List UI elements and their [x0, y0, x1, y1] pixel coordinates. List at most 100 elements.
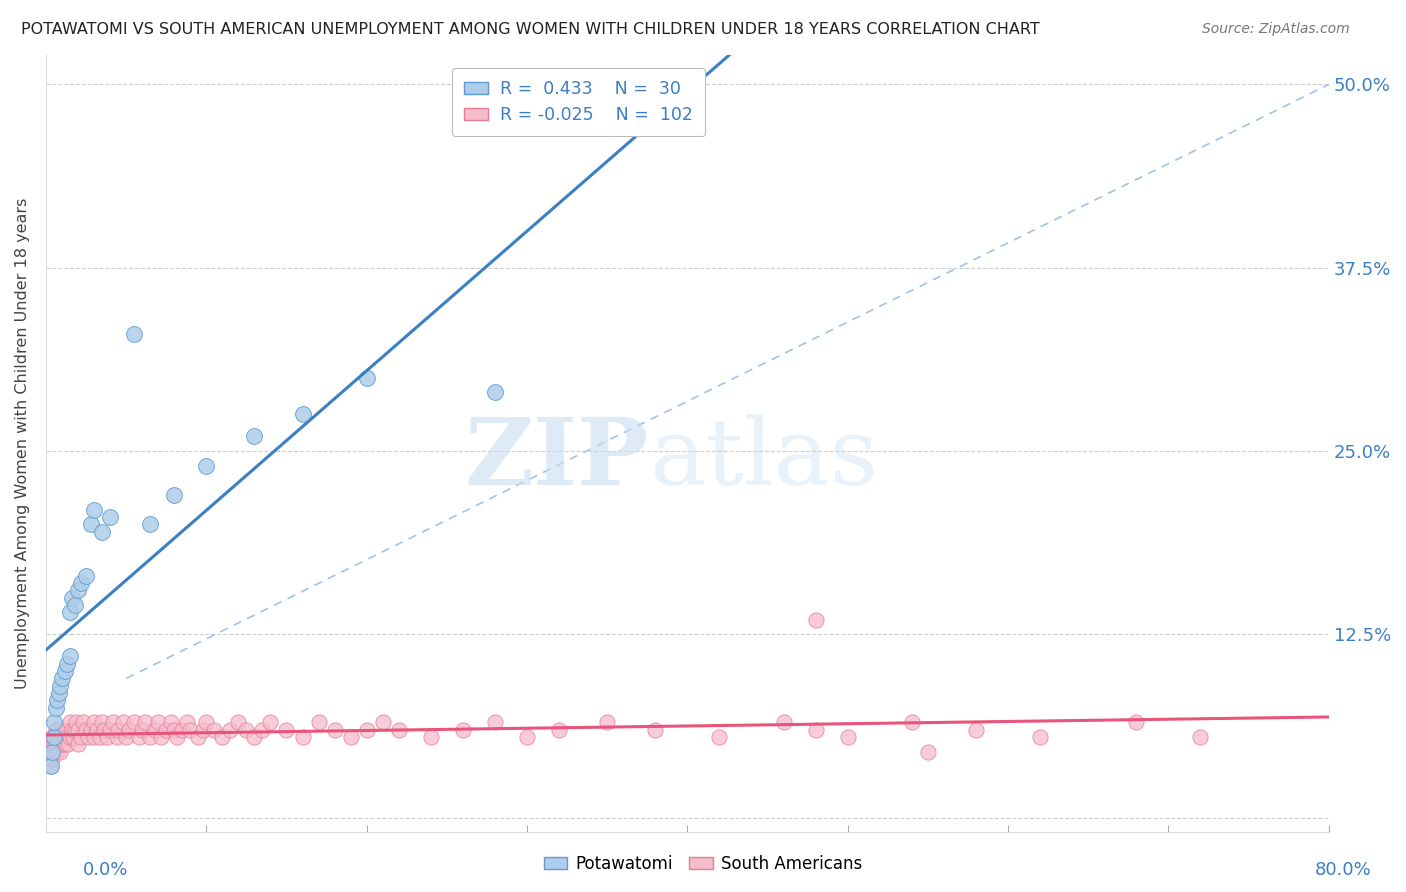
Point	[837, 730, 859, 744]
Point	[148, 715, 170, 730]
Point	[516, 730, 538, 744]
Point	[59, 606, 82, 620]
Point	[42, 730, 65, 744]
Text: 80.0%: 80.0%	[1315, 861, 1371, 879]
Point	[901, 715, 924, 730]
Point	[323, 723, 346, 737]
Point	[80, 517, 103, 532]
Point	[80, 723, 103, 737]
Text: ZIP: ZIP	[464, 414, 650, 504]
Point	[143, 723, 166, 737]
Point	[276, 723, 298, 737]
Point	[46, 693, 69, 707]
Point	[56, 730, 79, 744]
Point	[1029, 730, 1052, 744]
Point	[67, 723, 90, 737]
Point	[49, 745, 72, 759]
Point	[118, 723, 141, 737]
Point	[131, 723, 153, 737]
Point	[709, 730, 731, 744]
Point	[176, 715, 198, 730]
Point	[107, 723, 129, 737]
Point	[243, 730, 266, 744]
Point	[42, 738, 65, 752]
Point	[172, 723, 194, 737]
Point	[187, 730, 209, 744]
Text: atlas: atlas	[650, 414, 879, 504]
Point	[419, 730, 441, 744]
Point	[202, 723, 225, 737]
Point	[965, 723, 987, 737]
Point	[596, 715, 619, 730]
Text: 0.0%: 0.0%	[83, 861, 128, 879]
Point	[48, 723, 70, 737]
Point	[122, 715, 145, 730]
Point	[804, 613, 827, 627]
Point	[63, 723, 86, 737]
Point	[53, 664, 76, 678]
Point	[772, 715, 794, 730]
Point	[228, 715, 250, 730]
Point	[83, 502, 105, 516]
Point	[65, 715, 87, 730]
Legend: R =  0.433    N =  30, R = -0.025    N =  102: R = 0.433 N = 30, R = -0.025 N = 102	[451, 68, 706, 136]
Point	[53, 723, 76, 737]
Point	[72, 715, 94, 730]
Point	[86, 723, 108, 737]
Point	[62, 730, 84, 744]
Point	[83, 715, 105, 730]
Point	[195, 458, 218, 473]
Point	[139, 517, 162, 532]
Point	[45, 700, 67, 714]
Point	[38, 745, 60, 759]
Point	[111, 715, 134, 730]
Point	[339, 730, 361, 744]
Point	[39, 759, 62, 773]
Point	[308, 715, 330, 730]
Point	[67, 583, 90, 598]
Point	[75, 723, 97, 737]
Point	[56, 657, 79, 671]
Point	[45, 738, 67, 752]
Point	[451, 723, 474, 737]
Point	[59, 649, 82, 664]
Point	[160, 715, 183, 730]
Point	[70, 576, 93, 591]
Point	[163, 723, 186, 737]
Point	[49, 679, 72, 693]
Point	[1125, 715, 1147, 730]
Y-axis label: Unemployment Among Women with Children Under 18 years: Unemployment Among Women with Children U…	[15, 198, 30, 690]
Point	[45, 723, 67, 737]
Point	[103, 715, 125, 730]
Point	[42, 745, 65, 759]
Point	[48, 686, 70, 700]
Point	[484, 715, 506, 730]
Point	[70, 730, 93, 744]
Point	[46, 730, 69, 744]
Point	[96, 730, 118, 744]
Point	[58, 738, 80, 752]
Point	[259, 715, 281, 730]
Point	[59, 715, 82, 730]
Text: POTAWATOMI VS SOUTH AMERICAN UNEMPLOYMENT AMONG WOMEN WITH CHILDREN UNDER 18 YEA: POTAWATOMI VS SOUTH AMERICAN UNEMPLOYMEN…	[21, 22, 1040, 37]
Point	[122, 326, 145, 341]
Point	[98, 510, 121, 524]
Point	[150, 730, 173, 744]
Point	[41, 730, 63, 744]
Point	[235, 723, 257, 737]
Point	[42, 730, 65, 744]
Point	[76, 730, 98, 744]
Point	[371, 715, 394, 730]
Point	[83, 730, 105, 744]
Point	[291, 730, 314, 744]
Point	[179, 723, 201, 737]
Point	[51, 672, 73, 686]
Point	[163, 488, 186, 502]
Point	[644, 723, 666, 737]
Point	[917, 745, 939, 759]
Point	[128, 730, 150, 744]
Point	[139, 730, 162, 744]
Point	[60, 723, 83, 737]
Point	[484, 385, 506, 400]
Point	[59, 730, 82, 744]
